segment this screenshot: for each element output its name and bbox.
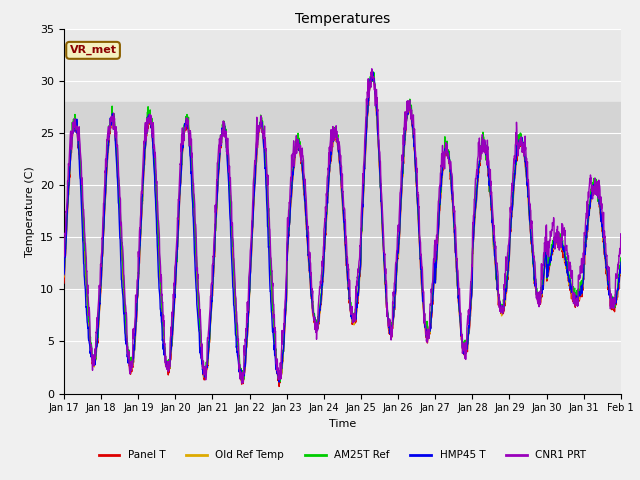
AM25T Ref — [60, 264, 68, 270]
Old Ref Temp — [529, 250, 536, 255]
CNR1 PRT — [349, 320, 357, 325]
Legend: Panel T, Old Ref Temp, AM25T Ref, HMP45 T, CNR1 PRT: Panel T, Old Ref Temp, AM25T Ref, HMP45 … — [94, 446, 590, 465]
CNR1 PRT — [637, 234, 640, 240]
HMP45 T — [637, 247, 640, 253]
AM25T Ref — [529, 240, 536, 246]
Old Ref Temp — [276, 379, 284, 384]
Panel T — [90, 363, 98, 369]
CNR1 PRT — [637, 220, 640, 226]
Panel T — [529, 250, 536, 255]
HMP45 T — [529, 248, 536, 253]
AM25T Ref — [333, 134, 341, 140]
HMP45 T — [90, 358, 98, 364]
Old Ref Temp — [90, 364, 98, 370]
Old Ref Temp — [369, 71, 376, 77]
Text: VR_met: VR_met — [70, 45, 116, 56]
CNR1 PRT — [368, 66, 376, 72]
Line: CNR1 PRT: CNR1 PRT — [64, 69, 640, 384]
Line: HMP45 T: HMP45 T — [64, 72, 640, 383]
Panel T — [60, 280, 68, 286]
AM25T Ref — [276, 379, 284, 384]
AM25T Ref — [637, 246, 640, 252]
Old Ref Temp — [637, 241, 640, 247]
Line: Old Ref Temp: Old Ref Temp — [64, 74, 640, 382]
Panel T — [349, 319, 357, 325]
HMP45 T — [349, 319, 357, 324]
Old Ref Temp — [349, 314, 357, 320]
HMP45 T — [238, 380, 246, 385]
HMP45 T — [333, 139, 341, 145]
CNR1 PRT — [60, 254, 68, 260]
AM25T Ref — [90, 358, 98, 364]
CNR1 PRT — [239, 381, 246, 386]
HMP45 T — [369, 70, 377, 75]
Line: AM25T Ref: AM25T Ref — [64, 71, 640, 382]
Y-axis label: Temperature (C): Temperature (C) — [24, 166, 35, 257]
Old Ref Temp — [333, 140, 341, 145]
CNR1 PRT — [529, 228, 536, 234]
Old Ref Temp — [637, 244, 640, 250]
AM25T Ref — [349, 315, 357, 321]
HMP45 T — [60, 272, 68, 277]
Bar — [64, 102, 621, 289]
AM25T Ref — [637, 236, 640, 241]
Panel T — [333, 140, 341, 146]
Panel T — [637, 241, 640, 247]
HMP45 T — [637, 240, 640, 246]
AM25T Ref — [368, 68, 376, 74]
CNR1 PRT — [90, 360, 98, 366]
Panel T — [369, 73, 377, 79]
Title: Temperatures: Temperatures — [295, 12, 390, 26]
CNR1 PRT — [333, 139, 341, 145]
X-axis label: Time: Time — [329, 419, 356, 429]
Line: Panel T: Panel T — [64, 76, 640, 386]
Panel T — [637, 247, 640, 252]
Panel T — [275, 384, 283, 389]
Old Ref Temp — [60, 274, 68, 280]
